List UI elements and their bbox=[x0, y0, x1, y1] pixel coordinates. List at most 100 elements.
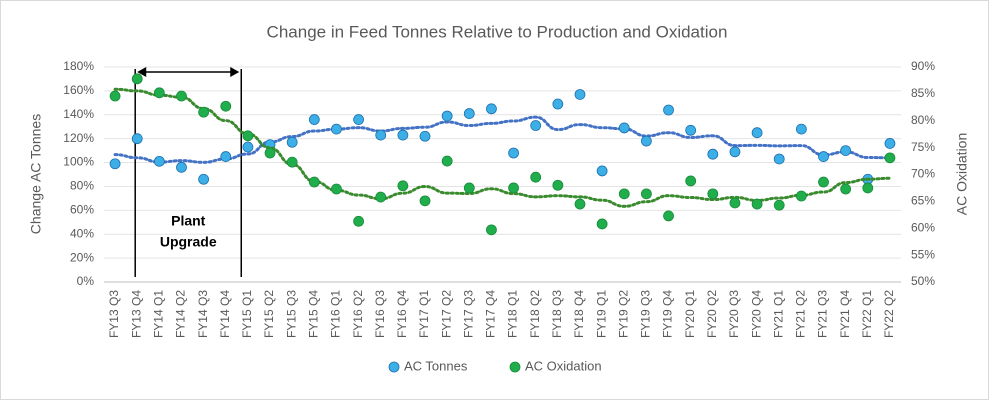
point bbox=[884, 152, 896, 164]
point bbox=[552, 179, 564, 191]
point bbox=[419, 130, 431, 142]
point bbox=[198, 173, 210, 185]
x-tick-label: FY16 Q1 bbox=[329, 290, 343, 338]
y-tick-label: 120% bbox=[63, 131, 94, 145]
point bbox=[419, 195, 431, 207]
point bbox=[751, 198, 763, 210]
point bbox=[663, 104, 674, 116]
x-tick-label: FY21 Q1 bbox=[771, 290, 785, 338]
point bbox=[840, 183, 852, 195]
point bbox=[751, 127, 763, 139]
point bbox=[884, 138, 896, 149]
point bbox=[220, 151, 232, 162]
point bbox=[818, 151, 829, 162]
x-tick-label: FY14 Q4 bbox=[218, 290, 232, 338]
point bbox=[131, 73, 143, 85]
point bbox=[729, 197, 741, 209]
x-tick-label: FY14 Q2 bbox=[174, 290, 188, 338]
point bbox=[153, 87, 165, 99]
x-tick-label: FY17 Q1 bbox=[417, 290, 431, 338]
point bbox=[641, 188, 652, 200]
y-axis-label: Change AC Tonnes bbox=[28, 114, 44, 234]
point bbox=[109, 158, 121, 170]
annotation-text: Upgrade bbox=[160, 234, 217, 250]
x-tick-label: FY18 Q4 bbox=[572, 290, 586, 338]
point bbox=[397, 180, 409, 192]
point bbox=[308, 176, 320, 188]
chart-title: Change in Feed Tonnes Relative to Produc… bbox=[267, 22, 728, 41]
x-tick-label: FY22 Q2 bbox=[882, 290, 896, 338]
point bbox=[707, 148, 719, 160]
point bbox=[707, 188, 719, 200]
point bbox=[508, 147, 519, 159]
x-tick-label: FY20 Q3 bbox=[727, 290, 741, 338]
x-tick-label: FY19 Q1 bbox=[594, 290, 608, 338]
point bbox=[508, 182, 519, 194]
y-tick-label: 100% bbox=[63, 155, 94, 169]
point bbox=[574, 89, 586, 100]
point bbox=[818, 176, 829, 188]
x-tick-label: FY22 Q1 bbox=[860, 290, 874, 338]
point bbox=[242, 141, 254, 153]
x-tick-label: FY20 Q2 bbox=[705, 290, 719, 338]
point bbox=[176, 90, 187, 102]
arrow-head bbox=[230, 67, 240, 77]
x-tick-label: FY18 Q3 bbox=[550, 290, 564, 338]
point bbox=[486, 224, 497, 236]
point bbox=[862, 182, 874, 194]
y-tick-label: 180% bbox=[63, 59, 94, 73]
point bbox=[242, 130, 254, 142]
point bbox=[773, 153, 785, 165]
x-tick-label: FY17 Q3 bbox=[461, 290, 475, 338]
legend-label: AC Oxidation bbox=[525, 358, 602, 373]
x-tick-label: FY19 Q3 bbox=[639, 290, 653, 338]
x-tick-label: FY16 Q2 bbox=[351, 290, 365, 338]
trend-line bbox=[113, 115, 892, 164]
point bbox=[198, 106, 210, 118]
annotation-text: Plant bbox=[171, 213, 206, 229]
x-tick-label: FY14 Q3 bbox=[196, 290, 210, 338]
point bbox=[176, 161, 187, 173]
point bbox=[153, 155, 165, 167]
point bbox=[220, 100, 232, 112]
x-tick-label: FY13 Q3 bbox=[107, 290, 121, 338]
point bbox=[618, 188, 630, 200]
y-tick-label: 160% bbox=[63, 83, 94, 97]
point bbox=[729, 146, 741, 158]
point bbox=[131, 133, 143, 145]
point bbox=[685, 175, 697, 187]
point bbox=[286, 136, 298, 148]
legend-marker bbox=[509, 361, 521, 373]
point bbox=[486, 103, 497, 115]
y2-tick-label: 60% bbox=[911, 220, 935, 234]
y-tick-label: 80% bbox=[70, 179, 94, 193]
point bbox=[641, 135, 652, 147]
y-tick-label: 140% bbox=[63, 107, 94, 121]
x-tick-label: FY18 Q1 bbox=[506, 290, 520, 338]
y2-tick-label: 85% bbox=[911, 86, 935, 100]
point bbox=[840, 145, 852, 157]
point bbox=[463, 182, 475, 194]
point bbox=[618, 122, 630, 134]
point bbox=[530, 120, 542, 131]
point bbox=[375, 191, 387, 203]
y2-tick-label: 90% bbox=[911, 59, 935, 73]
point bbox=[353, 215, 364, 227]
point bbox=[685, 124, 697, 136]
x-tick-label: FY15 Q1 bbox=[240, 290, 254, 338]
y2-axis-label: AC Oxidation bbox=[954, 133, 970, 215]
point bbox=[441, 110, 453, 122]
y2-tick-label: 50% bbox=[911, 274, 935, 288]
point bbox=[441, 155, 453, 167]
x-tick-label: FY17 Q2 bbox=[439, 290, 453, 338]
point bbox=[109, 90, 121, 102]
y-tick-label: 20% bbox=[70, 250, 94, 264]
x-tick-label: FY15 Q3 bbox=[284, 290, 298, 338]
point bbox=[596, 218, 608, 230]
y2-tick-label: 70% bbox=[911, 167, 935, 181]
point bbox=[286, 156, 298, 168]
x-tick-label: FY21 Q4 bbox=[838, 290, 852, 338]
point bbox=[773, 199, 785, 211]
x-tick-label: FY16 Q3 bbox=[373, 290, 387, 338]
